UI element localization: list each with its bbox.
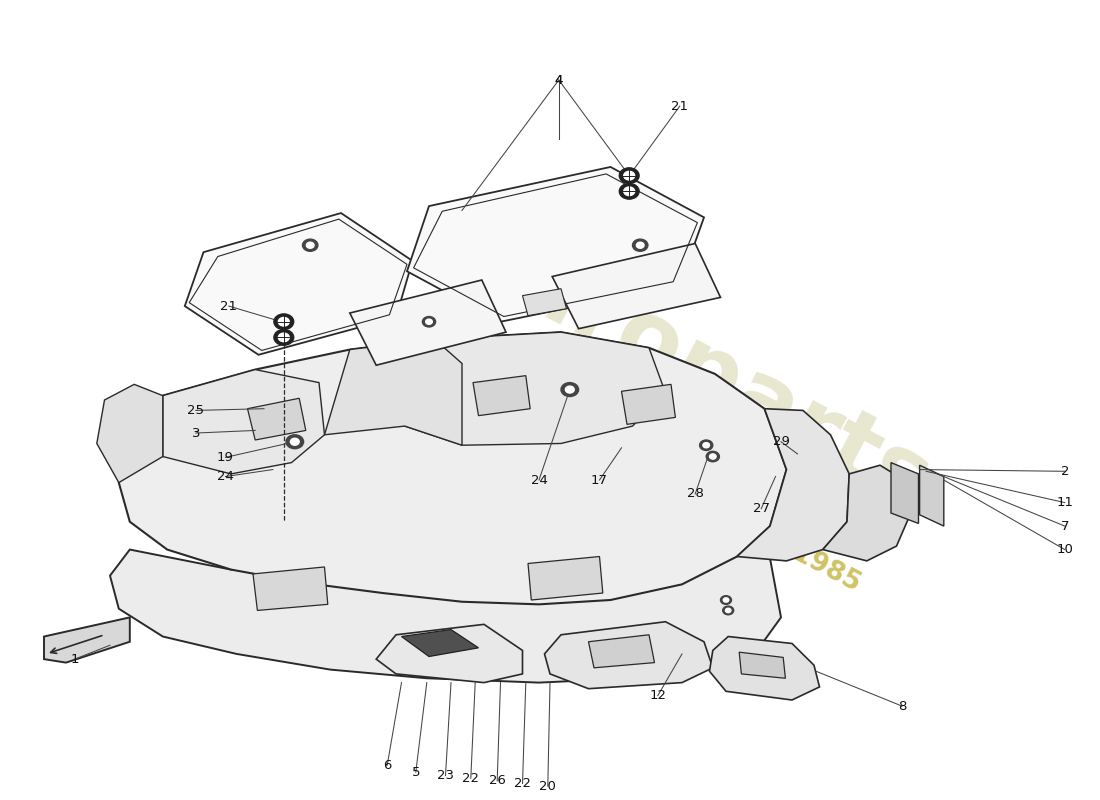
Circle shape [278,333,289,342]
Circle shape [274,330,294,346]
Circle shape [619,183,639,199]
Text: 21: 21 [220,299,238,313]
Circle shape [700,440,713,450]
Circle shape [306,242,315,248]
Polygon shape [588,634,654,668]
Polygon shape [119,332,786,604]
Polygon shape [920,466,944,526]
Polygon shape [710,637,820,700]
Text: 7: 7 [1060,519,1069,533]
Polygon shape [350,280,506,366]
Text: 19: 19 [217,451,234,464]
Circle shape [703,442,710,448]
Text: 3: 3 [191,426,200,439]
Text: 4: 4 [554,74,563,86]
Circle shape [278,318,289,326]
Text: 29: 29 [772,435,790,448]
Circle shape [422,317,436,327]
Polygon shape [823,466,911,561]
Text: 5: 5 [411,766,420,778]
Text: 17: 17 [591,474,608,486]
Polygon shape [324,339,462,446]
Circle shape [636,242,644,248]
Text: 24: 24 [530,474,548,486]
Text: 25: 25 [187,404,205,417]
Text: 6: 6 [383,758,392,772]
Polygon shape [248,398,306,440]
Text: 22: 22 [462,772,480,785]
Polygon shape [396,332,666,446]
Polygon shape [737,409,849,561]
Text: 2: 2 [1060,465,1069,478]
Text: 20: 20 [539,779,557,793]
Circle shape [290,438,299,446]
Polygon shape [621,384,675,424]
Polygon shape [407,167,704,322]
Polygon shape [376,624,522,682]
Circle shape [632,239,648,251]
Polygon shape [891,462,918,523]
Polygon shape [163,370,324,474]
Polygon shape [402,630,478,657]
Circle shape [274,314,294,330]
Text: 28: 28 [686,487,704,501]
Circle shape [619,168,639,183]
Text: 8: 8 [898,699,906,713]
Circle shape [286,434,304,449]
Polygon shape [522,289,566,316]
Polygon shape [739,652,785,678]
Circle shape [720,596,732,604]
Text: 4: 4 [554,74,563,86]
Text: 22: 22 [514,777,531,790]
Circle shape [723,606,734,614]
Circle shape [706,451,719,462]
Circle shape [624,171,635,180]
Text: 23: 23 [437,769,454,782]
Text: 12: 12 [649,689,667,702]
Polygon shape [110,539,781,682]
Polygon shape [185,213,412,354]
Circle shape [724,598,728,602]
Polygon shape [544,622,713,689]
Text: 1: 1 [70,653,79,666]
Text: 10: 10 [1056,543,1074,556]
Circle shape [426,319,432,324]
Circle shape [561,382,579,397]
Polygon shape [253,567,328,610]
Text: a passion for parts since 1985: a passion for parts since 1985 [455,363,865,597]
Polygon shape [552,243,721,329]
Circle shape [624,187,635,196]
Polygon shape [44,618,130,662]
Text: 11: 11 [1056,496,1074,509]
Circle shape [710,454,716,459]
Polygon shape [528,557,603,600]
Text: europarts: europarts [441,205,945,531]
Polygon shape [97,384,163,482]
Circle shape [565,386,574,393]
Text: 26: 26 [488,774,506,787]
Circle shape [302,239,318,251]
Text: 21: 21 [671,99,689,113]
Text: 24: 24 [217,470,234,483]
Polygon shape [473,376,530,416]
Circle shape [726,608,732,613]
Text: 27: 27 [752,502,770,515]
